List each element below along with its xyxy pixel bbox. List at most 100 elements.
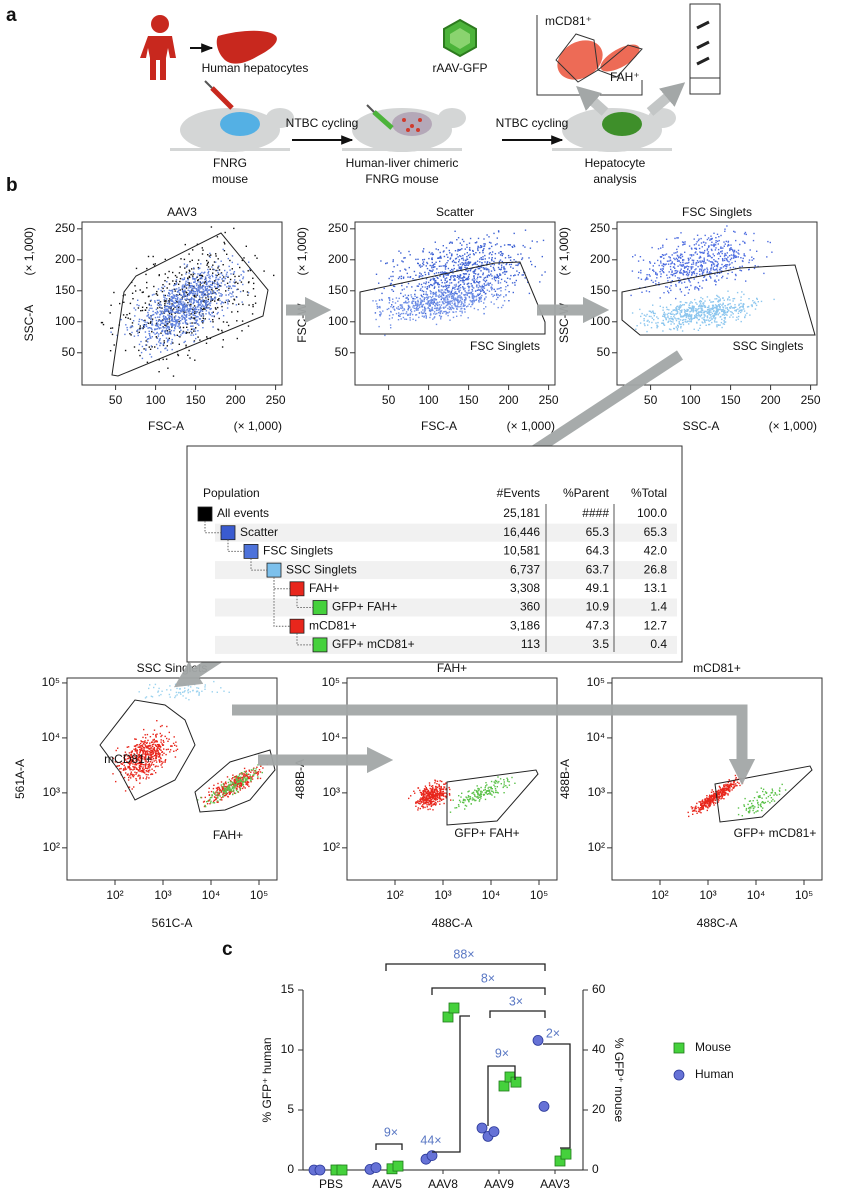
event-dot	[411, 313, 414, 316]
event-dot	[220, 303, 222, 305]
event-dot	[202, 281, 204, 283]
event-dot	[716, 268, 718, 270]
event-dot	[477, 249, 479, 252]
event-dot	[683, 266, 686, 268]
event-dot	[493, 275, 496, 277]
event-dot	[178, 312, 180, 314]
event-dot	[191, 290, 193, 293]
event-dot	[725, 313, 727, 315]
event-dot	[417, 304, 419, 306]
event-dot	[206, 285, 208, 288]
event-dot	[243, 257, 245, 259]
event-dot	[140, 763, 143, 765]
event-dot	[438, 296, 440, 298]
event-dot	[152, 745, 154, 748]
event-dot	[703, 257, 705, 259]
event-dot	[477, 267, 479, 270]
event-dot	[432, 295, 434, 298]
event-dot	[212, 292, 214, 294]
event-dot	[209, 302, 212, 304]
y-axis-unit: (× 1,000)	[295, 227, 309, 275]
event-dot	[177, 301, 179, 303]
event-dot	[194, 308, 196, 310]
event-dot	[135, 747, 137, 750]
event-dot	[431, 309, 433, 312]
event-dot	[157, 316, 159, 318]
event-dot	[175, 741, 177, 743]
event-dot	[128, 765, 130, 768]
event-dot	[226, 301, 229, 303]
event-dot	[184, 690, 186, 692]
event-dot	[473, 297, 475, 299]
event-dot	[515, 279, 517, 282]
event-dot	[457, 281, 460, 284]
event-dot	[460, 305, 462, 308]
event-dot	[503, 300, 506, 302]
event-dot	[144, 331, 147, 333]
event-dot	[443, 299, 445, 301]
event-dot	[459, 248, 462, 251]
event-dot	[232, 302, 234, 305]
event-dot	[662, 254, 665, 256]
event-dot	[467, 254, 470, 257]
event-dot	[193, 291, 195, 293]
event-dot	[657, 259, 659, 262]
event-dot	[185, 299, 187, 301]
event-dot	[739, 243, 741, 246]
event-dot	[197, 273, 199, 275]
event-dot	[699, 255, 701, 258]
event-dot	[137, 307, 140, 309]
event-dot	[147, 739, 149, 742]
event-dot	[743, 233, 746, 235]
event-dot	[422, 251, 424, 253]
event-dot	[737, 249, 740, 252]
event-dot	[484, 276, 487, 279]
event-dot	[720, 315, 722, 318]
event-dot	[490, 242, 492, 244]
event-dot	[698, 311, 700, 313]
event-dot	[407, 304, 410, 307]
event-dot	[386, 262, 388, 264]
event-dot	[734, 309, 736, 312]
event-dot	[695, 243, 697, 245]
event-dot	[428, 303, 430, 305]
event-dot	[181, 288, 184, 290]
event-dot	[193, 341, 195, 343]
event-dot	[164, 333, 167, 335]
event-dot	[515, 260, 517, 263]
event-dot	[729, 248, 731, 250]
label: Hepatocyte	[585, 156, 646, 170]
event-dot	[174, 328, 176, 330]
event-dot	[400, 275, 403, 277]
event-dot	[717, 248, 720, 251]
event-dot	[205, 297, 207, 299]
event-dot	[205, 299, 208, 301]
event-dot	[162, 319, 164, 322]
event-dot	[455, 292, 457, 295]
event-dot	[517, 253, 519, 256]
event-dot	[248, 304, 250, 306]
event-dot	[200, 302, 202, 304]
event-dot	[708, 308, 710, 311]
event-dot	[680, 325, 682, 328]
event-dot	[411, 286, 413, 288]
event-dot	[168, 731, 170, 734]
event-dot	[196, 310, 199, 313]
event-dot	[454, 286, 456, 288]
event-dot	[223, 280, 225, 282]
event-dot	[180, 320, 182, 322]
event-dot	[682, 263, 684, 266]
event-dot	[150, 317, 152, 319]
event-dot	[226, 792, 228, 795]
event-dot	[164, 308, 167, 310]
event-dot	[450, 290, 453, 293]
event-dot	[441, 289, 444, 291]
event-dot	[433, 287, 435, 289]
event-dot	[194, 311, 196, 313]
event-dot	[466, 277, 468, 280]
event-dot	[715, 284, 717, 286]
event-dot	[150, 321, 152, 323]
event-dot	[202, 284, 205, 287]
event-dot	[464, 253, 466, 255]
event-dot	[403, 309, 406, 311]
